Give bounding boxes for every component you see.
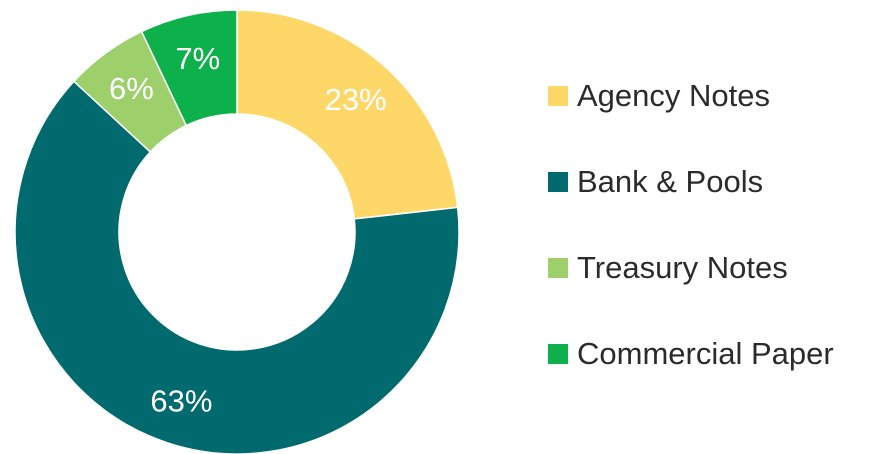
legend-item-treasury-notes: Treasury Notes [548, 246, 834, 289]
legend-item-agency-notes: Agency Notes [548, 74, 834, 117]
legend-item-commercial-paper: Commercial Paper [548, 332, 834, 375]
legend: Agency Notes Bank & Pools Treasury Notes… [548, 74, 834, 375]
legend-swatch-bank-pools [548, 171, 568, 192]
legend-swatch-agency-notes [548, 85, 568, 106]
legend-label-treasury-notes: Treasury Notes [577, 249, 788, 285]
data-label-agency-notes: 23% [325, 82, 387, 117]
data-label-commercial-paper: 7% [175, 41, 220, 76]
legend-item-bank-pools: Bank & Pools [548, 160, 834, 203]
legend-label-commercial-paper: Commercial Paper [577, 335, 834, 371]
legend-label-bank-pools: Bank & Pools [577, 163, 764, 199]
data-label-bank-pools: 63% [150, 384, 212, 419]
data-label-treasury-notes: 6% [109, 71, 154, 106]
legend-label-agency-notes: Agency Notes [577, 77, 770, 113]
slice-bank-pools [14, 80, 460, 454]
slice-agency-notes [236, 9, 459, 220]
legend-swatch-commercial-paper [548, 343, 568, 364]
slice-commercial-paper [140, 9, 238, 127]
legend-swatch-treasury-notes [548, 257, 568, 278]
donut-chart: 23% 63% 6% 7% [14, 9, 460, 454]
